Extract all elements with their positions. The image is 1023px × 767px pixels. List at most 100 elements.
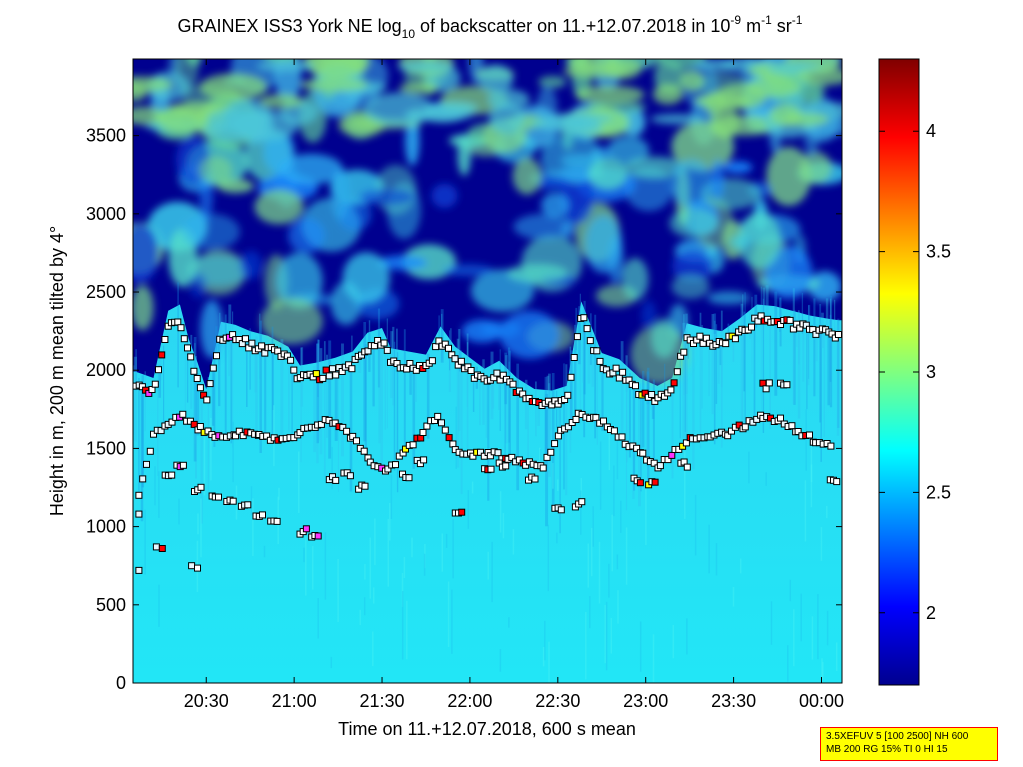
layer-marker	[451, 355, 459, 363]
layer-marker	[317, 420, 325, 428]
texture-blob	[513, 213, 574, 240]
layer-marker	[670, 379, 678, 387]
layer-marker	[184, 344, 191, 352]
layer-marker	[564, 391, 572, 399]
layer-marker	[441, 426, 449, 434]
texture-blob	[651, 318, 678, 359]
texture-blob	[275, 252, 323, 310]
layer-marker	[339, 423, 347, 431]
layer-marker	[143, 460, 150, 468]
layer-marker	[383, 346, 391, 354]
layer-marker	[190, 367, 198, 375]
layer-marker	[833, 478, 841, 486]
layer-marker	[648, 391, 656, 398]
layer-marker	[196, 384, 204, 392]
layer-marker	[244, 501, 252, 509]
layer-marker	[486, 452, 494, 460]
texture-blob	[133, 106, 165, 125]
layer-marker	[248, 339, 256, 347]
layer-marker	[155, 366, 162, 374]
texture-blob	[256, 60, 316, 72]
layer-marker	[168, 471, 176, 479]
layer-marker	[633, 444, 641, 452]
layer-marker	[434, 412, 442, 420]
title-part: of backscatter on 11.+12.07.2018 in 10	[415, 16, 730, 36]
layer-marker	[682, 439, 690, 447]
texture-blob	[199, 73, 268, 101]
texture-blob	[512, 157, 542, 195]
layer-marker	[786, 316, 794, 324]
layer-marker	[683, 463, 691, 471]
texture-blob	[723, 161, 753, 174]
layer-marker	[392, 461, 399, 469]
layer-marker	[428, 357, 436, 365]
colorbar-tick-label: 3.5	[926, 242, 951, 262]
layer-marker	[557, 506, 565, 514]
texture-blob	[259, 94, 304, 109]
layer-marker	[152, 543, 160, 551]
layer-marker	[722, 340, 730, 348]
layer-marker	[353, 437, 360, 445]
texture-blob	[607, 136, 650, 165]
texture-blob	[189, 272, 207, 299]
texture-blob	[399, 81, 439, 95]
x-tick-label: 23:30	[711, 691, 756, 711]
layer-marker	[477, 448, 484, 456]
y-axis-label: Height in m, 200 m mean tilted by 4°	[47, 226, 67, 516]
texture-blob	[263, 130, 296, 174]
layer-marker	[423, 422, 431, 430]
layer-marker	[177, 324, 185, 332]
texture-blob	[641, 300, 656, 329]
texture-blob	[507, 263, 568, 283]
texture-blob	[737, 212, 782, 270]
texture-blob	[729, 235, 751, 249]
layer-marker	[361, 482, 369, 490]
layer-marker	[360, 447, 368, 455]
y-axis: 0 500 1000 1500 2000 2500 3000 3500	[86, 126, 842, 693]
layer-marker	[209, 364, 217, 372]
texture-blob	[764, 246, 813, 299]
layer-marker	[384, 465, 392, 473]
texture-blob	[672, 250, 714, 283]
texture-blob	[330, 167, 350, 220]
layer-marker	[494, 449, 502, 457]
layer-marker	[458, 508, 466, 516]
layer-marker	[572, 416, 580, 423]
x-tick-label: 22:30	[535, 691, 580, 711]
texture-blob	[201, 109, 260, 142]
layer-marker	[139, 475, 147, 483]
layer-marker	[158, 545, 166, 552]
layer-marker	[232, 432, 239, 440]
layer-marker	[612, 364, 620, 372]
layer-marker	[348, 365, 356, 373]
layer-marker	[296, 429, 304, 437]
layer-marker	[783, 381, 791, 389]
texture-blob	[200, 299, 224, 359]
texture-blob	[487, 89, 530, 110]
texture-blob	[781, 112, 830, 127]
layer-marker	[157, 427, 165, 435]
layer-marker	[467, 367, 475, 374]
svg-text:GRAINEX ISS3 York NE log10 of: GRAINEX ISS3 York NE log10 of backscatte…	[178, 13, 803, 41]
layer-marker	[547, 448, 555, 456]
texture-blob	[607, 236, 624, 284]
layer-marker	[728, 427, 735, 435]
layer-marker	[329, 365, 336, 373]
colorbar-tick-label: 2	[926, 603, 936, 623]
layer-marker	[325, 372, 333, 380]
layer-marker	[580, 314, 588, 322]
title-part: sr	[772, 16, 792, 36]
layer-marker	[151, 380, 159, 388]
texture-blob	[796, 67, 842, 86]
layer-marker	[586, 337, 594, 345]
layer-marker	[794, 428, 802, 435]
texture-blob	[549, 112, 612, 124]
layer-marker	[438, 419, 445, 427]
title-part: -1	[792, 13, 803, 27]
layer-marker	[570, 354, 578, 361]
layer-marker	[636, 479, 644, 487]
layer-marker	[667, 386, 675, 394]
texture-blob	[478, 64, 514, 94]
layer-marker	[664, 456, 672, 464]
